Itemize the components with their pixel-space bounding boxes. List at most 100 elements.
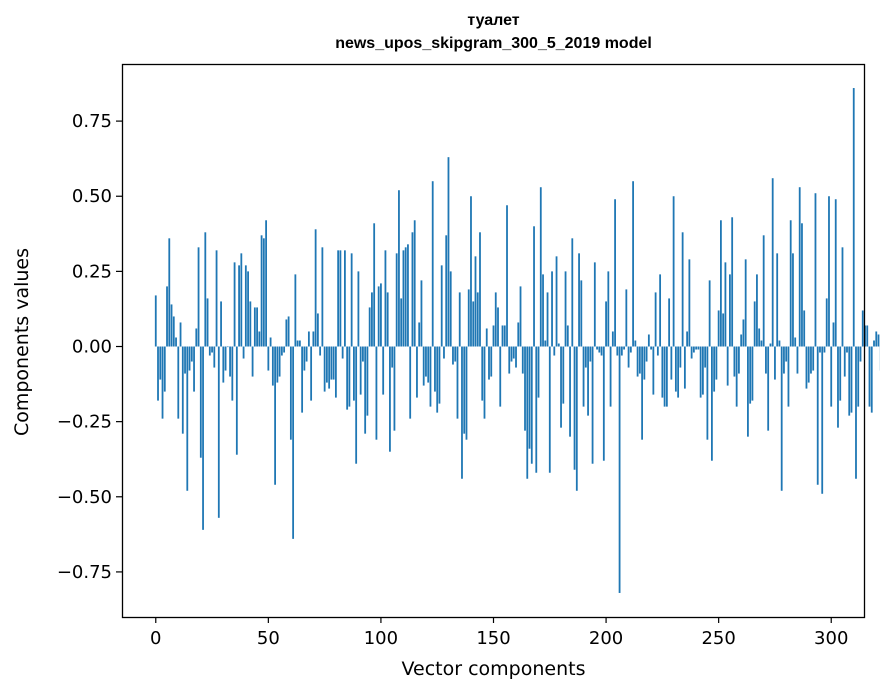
- bar-44: [253, 307, 256, 347]
- bar-93: [364, 346, 367, 434]
- bar-249: [715, 346, 718, 380]
- bar-112: [407, 244, 409, 347]
- bar-46: [258, 331, 261, 347]
- bar-12: [181, 346, 184, 434]
- bar-307: [846, 346, 848, 353]
- bar-72: [316, 313, 319, 347]
- bar-232: [677, 346, 680, 398]
- bar-168: [533, 226, 535, 347]
- bar-289: [805, 346, 808, 389]
- bar-177: [553, 346, 556, 356]
- bar-143: [476, 292, 479, 347]
- bar-140: [470, 196, 472, 347]
- bar-287: [801, 223, 803, 347]
- bar-94: [366, 346, 369, 416]
- bar-285: [796, 346, 799, 374]
- bar-262: [744, 259, 747, 347]
- bar-271: [765, 346, 767, 374]
- bar-61: [292, 346, 295, 539]
- bar-199: [602, 346, 605, 461]
- bar-283: [792, 253, 794, 347]
- bar-260: [740, 334, 743, 347]
- bar-293: [814, 193, 817, 347]
- x-tick-label: 100: [364, 628, 398, 649]
- bar-274: [771, 178, 774, 347]
- bar-50: [267, 346, 270, 371]
- bar-165: [526, 346, 529, 479]
- bar-135: [458, 292, 461, 347]
- bar-14: [186, 346, 189, 491]
- bar-86: [348, 346, 351, 407]
- bar-15: [188, 346, 191, 371]
- bar-222: [654, 292, 657, 347]
- bar-8: [172, 316, 175, 347]
- bar-48: [262, 238, 265, 347]
- bar-110: [402, 250, 405, 347]
- bar-49: [265, 220, 267, 347]
- bar-191: [584, 346, 587, 368]
- bar-98: [375, 346, 378, 440]
- bar-206: [618, 346, 621, 593]
- bar-215: [638, 346, 641, 374]
- bar-171: [539, 187, 542, 347]
- bar-99: [377, 286, 380, 347]
- bar-258: [735, 346, 738, 407]
- bar-29: [220, 301, 222, 347]
- bar-290: [807, 346, 810, 383]
- bar-85: [346, 346, 349, 410]
- bar-261: [742, 319, 745, 347]
- bar-202: [609, 346, 612, 407]
- bar-106: [393, 346, 396, 431]
- bar-151: [494, 292, 497, 347]
- bar-40: [244, 265, 247, 347]
- bar-234: [681, 232, 684, 347]
- bar-272: [767, 346, 770, 431]
- bar-11: [179, 322, 182, 347]
- bar-237: [688, 259, 691, 347]
- bar-235: [683, 346, 686, 389]
- bar-17: [193, 346, 195, 392]
- bar-32: [226, 346, 229, 348]
- x-tick-label: 250: [701, 628, 735, 649]
- bar-240: [695, 346, 698, 350]
- bar-268: [758, 328, 761, 347]
- bar-164: [524, 346, 526, 431]
- bar-149: [490, 346, 493, 377]
- bar-264: [749, 346, 752, 404]
- bar-166: [528, 346, 531, 449]
- bar-7: [170, 304, 173, 347]
- bar-197: [598, 346, 601, 353]
- bar-113: [409, 346, 412, 419]
- bar-96: [371, 292, 373, 347]
- bar-207: [620, 346, 623, 356]
- bar-131: [449, 271, 452, 347]
- bar-77: [328, 346, 331, 389]
- bar-296: [821, 346, 824, 494]
- bar-51: [269, 337, 272, 347]
- bar-130: [447, 157, 450, 347]
- bar-20: [199, 346, 202, 458]
- bar-214: [636, 346, 639, 377]
- bar-230: [672, 196, 675, 347]
- bar-4: [163, 346, 166, 392]
- bar-242: [699, 346, 702, 398]
- bar-286: [798, 187, 801, 347]
- bar-170: [537, 346, 540, 398]
- bar-47: [260, 235, 263, 347]
- bar-228: [668, 298, 671, 347]
- bar-180: [560, 346, 562, 428]
- bar-145: [481, 346, 484, 401]
- bar-299: [828, 196, 830, 347]
- bar-239: [692, 346, 695, 353]
- bar-125: [436, 346, 439, 413]
- bar-152: [497, 307, 499, 347]
- bar-35: [233, 262, 236, 347]
- bar-203: [611, 331, 614, 347]
- bar-251: [720, 220, 722, 347]
- bar-320: [875, 331, 878, 347]
- bar-303: [837, 346, 839, 428]
- bar-3: [161, 346, 164, 419]
- bar-252: [722, 313, 725, 347]
- bar-133: [454, 346, 457, 362]
- bar-255: [729, 274, 731, 347]
